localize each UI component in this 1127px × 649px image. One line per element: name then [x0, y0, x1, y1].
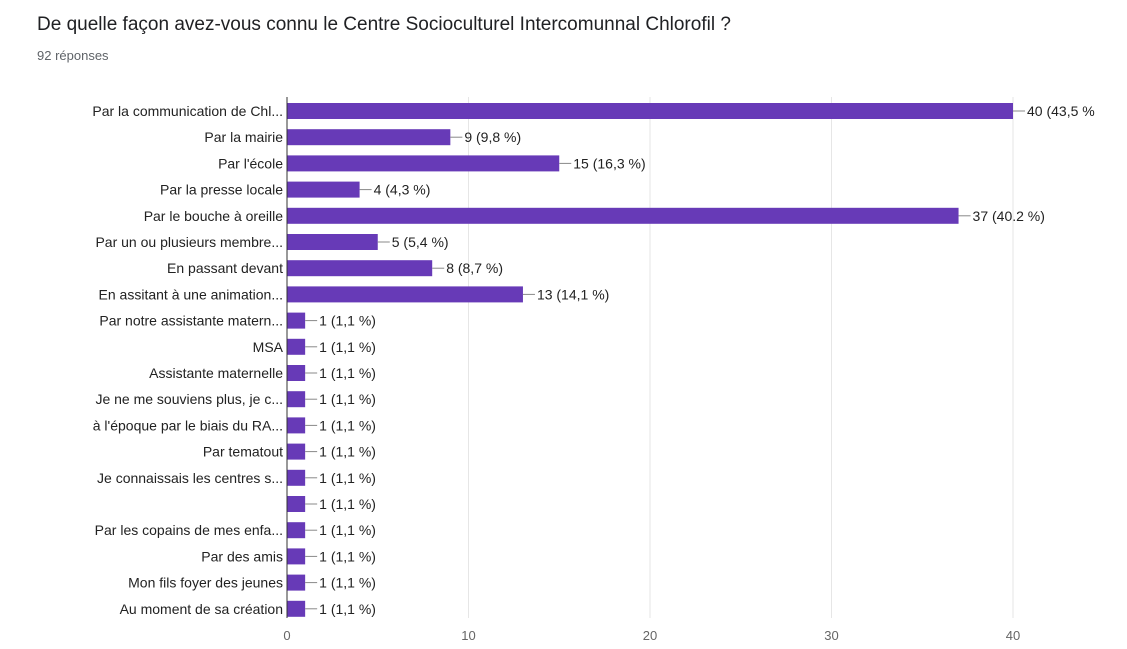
category-label: Par le bouche à oreille: [144, 208, 284, 224]
data-label: 1 (1,1 %): [319, 548, 376, 564]
data-label: 1 (1,1 %): [319, 470, 376, 486]
bar: [287, 522, 306, 539]
data-label: 13 (14,1 %): [537, 286, 609, 302]
category-label: Mon fils foyer des jeunes: [128, 575, 283, 591]
x-tick-label: 40: [1006, 628, 1020, 643]
category-label: Par les copains de mes enfa...: [95, 522, 283, 538]
category-label: à l'époque par le biais du RA...: [93, 417, 283, 433]
category-label: Je ne me souviens plus, je c...: [95, 391, 283, 407]
data-label: 37 (40.2 %): [973, 208, 1045, 224]
category-label: Par la communication de Chl...: [92, 103, 283, 119]
data-label: 1 (1,1 %): [319, 522, 376, 538]
category-label: Je connaissais les centres s...: [97, 470, 283, 486]
data-label: 1 (1,1 %): [319, 575, 376, 591]
data-label: 40 (43,5 %: [1027, 103, 1095, 119]
category-label: En assitant à une animation...: [99, 286, 283, 302]
category-label: Au moment de sa création: [120, 601, 283, 617]
bar: [287, 207, 959, 224]
bar: [287, 260, 433, 277]
bar: [287, 469, 306, 486]
category-label: Par la mairie: [204, 129, 283, 145]
category-label: MSA: [253, 339, 284, 355]
x-tick-label: 20: [643, 628, 657, 643]
data-label: 1 (1,1 %): [319, 417, 376, 433]
x-tick-label: 10: [461, 628, 475, 643]
bar: [287, 338, 306, 355]
bar: [287, 103, 1013, 119]
data-label: 8 (8,7 %): [446, 260, 503, 276]
category-label: Par notre assistante matern...: [99, 313, 283, 329]
data-label: 1 (1,1 %): [319, 444, 376, 460]
data-label: 1 (1,1 %): [319, 391, 376, 407]
bar: [287, 574, 306, 591]
data-label: 1 (1,1 %): [319, 601, 376, 617]
bar: [287, 234, 378, 250]
category-label: Par tematout: [203, 444, 283, 460]
data-label: 1 (1,1 %): [319, 496, 376, 512]
category-label: Par des amis: [201, 548, 283, 564]
bar: [287, 286, 523, 303]
data-label: 1 (1,1 %): [319, 339, 376, 355]
response-count: 92 réponses: [37, 48, 109, 63]
category-label: En passant devant: [167, 260, 283, 276]
bar: [287, 496, 306, 512]
bar: [287, 312, 306, 329]
bar: [287, 129, 451, 146]
data-label: 15 (16,3 %): [573, 155, 645, 171]
data-label: 4 (4,3 %): [374, 182, 431, 198]
bar: [287, 417, 306, 434]
data-label: 9 (9,8 %): [464, 129, 521, 145]
bar: [287, 365, 306, 381]
category-label: Assistante maternelle: [149, 365, 283, 381]
bar: [287, 155, 560, 172]
data-label: 5 (5,4 %): [392, 234, 449, 250]
bar: [287, 600, 306, 617]
data-label: 1 (1,1 %): [319, 313, 376, 329]
x-tick-label: 0: [283, 628, 290, 643]
chart-title: De quelle façon avez-vous connu le Centr…: [37, 14, 731, 35]
bar: [287, 391, 306, 408]
category-label: Par la presse locale: [160, 182, 283, 198]
bar: [287, 548, 306, 565]
category-label: Par l'école: [218, 155, 283, 171]
bar: [287, 181, 360, 198]
category-label: Par un ou plusieurs membre...: [95, 234, 283, 250]
data-label: 1 (1,1 %): [319, 365, 376, 381]
bar: [287, 443, 306, 460]
x-tick-label: 30: [824, 628, 838, 643]
